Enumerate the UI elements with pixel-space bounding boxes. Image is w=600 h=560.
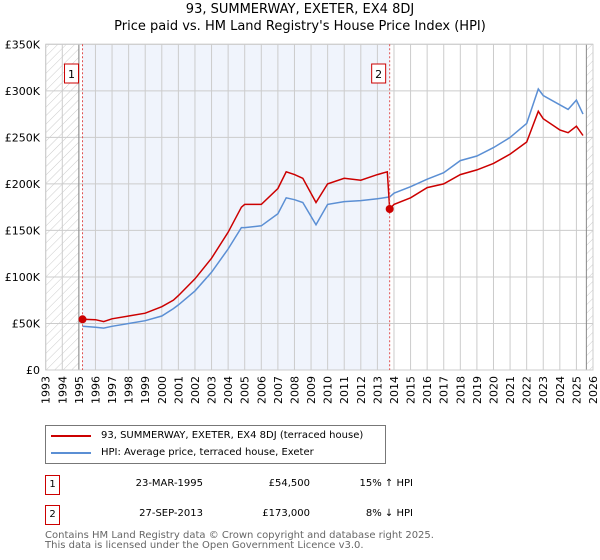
x-tick-label: 2011 <box>338 376 351 404</box>
x-tick-label: 1993 <box>40 376 53 404</box>
sale-date: 27-SEP-2013 <box>139 508 203 519</box>
x-tick-label: 2010 <box>322 376 335 404</box>
x-tick-label: 2019 <box>471 376 484 404</box>
x-tick-label: 2014 <box>388 376 401 404</box>
x-tick-label: 2026 <box>587 376 600 404</box>
x-tick-label: 2025 <box>570 376 583 404</box>
chart-title: 93, SUMMERWAY, EXETER, EX4 8DJ <box>185 2 415 17</box>
x-tick-label: 2017 <box>438 376 451 404</box>
plot-border <box>45 43 594 371</box>
legend-item-hpi: HPI: Average price, terraced house, Exet… <box>51 447 314 458</box>
y-tick-label: £350K <box>5 38 41 51</box>
footer-copyright: Contains HM Land Registry data © Crown c… <box>45 530 434 541</box>
legend-item-property: 93, SUMMERWAY, EXETER, EX4 8DJ (terraced… <box>51 430 363 441</box>
footer: Contains HM Land Registry data © Crown c… <box>45 531 434 551</box>
x-tick-label: 2008 <box>288 376 301 404</box>
footer-licence: This data is licensed under the Open Gov… <box>45 540 364 551</box>
y-tick-label: £250K <box>5 131 41 144</box>
x-tick-label: 2022 <box>521 376 534 404</box>
legend-label: HPI: Average price, terraced house, Exet… <box>101 447 314 458</box>
x-tick-label: 2001 <box>172 376 185 404</box>
x-tick-label: 1998 <box>123 376 136 404</box>
sale-label-box <box>371 63 387 84</box>
chart-subtitle: Price paid vs. HM Land Registry's House … <box>114 19 486 34</box>
sale-row: 1 23-MAR-1995 £54,500 15% ↑ HPI <box>45 475 413 495</box>
x-tick-label: 2009 <box>305 376 318 404</box>
property-price-line <box>82 109 584 323</box>
x-tick-label: 2004 <box>222 376 235 404</box>
x-tick-label: 2003 <box>206 376 219 404</box>
x-tick-label: 2006 <box>255 376 268 404</box>
x-tick-label: 2016 <box>421 376 434 404</box>
sale-label: 2 <box>375 68 382 81</box>
x-tick-label: 2012 <box>355 376 368 404</box>
sale-number-badge: 2 <box>45 505 60 525</box>
line-chart: 1993 1994 1995 1996 1997 1998 1999 2000 2001 2002… <box>5 38 600 404</box>
x-tick-label: 1999 <box>139 376 152 404</box>
sale-price: £173,000 <box>262 508 310 519</box>
hatch-after-data <box>586 44 593 371</box>
x-tick-label: 2002 <box>189 376 202 404</box>
sale-row: 2 27-SEP-2013 £173,000 8% ↓ HPI <box>45 505 413 525</box>
y-tick-label: £150K <box>5 224 41 237</box>
x-tick-label: 1995 <box>73 376 86 404</box>
x-tick-label: 2005 <box>239 376 252 404</box>
y-tick-label: £100K <box>5 271 41 284</box>
x-tick-label: 2024 <box>554 376 567 404</box>
x-tick-label: 2018 <box>454 376 467 404</box>
x-tick-label: 2000 <box>156 376 169 404</box>
x-tick-label: 2021 <box>504 376 517 404</box>
sale-price: £54,500 <box>268 478 310 489</box>
legend-swatch-red <box>51 434 91 437</box>
x-tick-label: 1996 <box>89 376 102 404</box>
x-tick-label: 2020 <box>487 376 500 404</box>
sale-hpi-diff: 8% ↓ HPI <box>365 508 413 519</box>
x-tick-label: 2023 <box>537 376 550 404</box>
chart-legend: 93, SUMMERWAY, EXETER, EX4 8DJ (terraced… <box>45 425 386 464</box>
legend-label: 93, SUMMERWAY, EXETER, EX4 8DJ (terraced… <box>101 430 364 441</box>
x-tick-label: 2007 <box>272 376 285 404</box>
y-tick-label: £200K <box>5 178 41 191</box>
sale-label-box <box>64 63 80 84</box>
legend-swatch-blue <box>51 451 91 454</box>
y-tick-label: £300K <box>5 85 41 98</box>
sale-number-badge: 1 <box>45 475 60 495</box>
sale-label: 1 <box>68 68 75 81</box>
sale-date: 23-MAR-1995 <box>135 478 203 489</box>
sale-hpi-diff: 15% ↑ HPI <box>359 478 413 489</box>
x-tick-label: 1997 <box>106 376 119 404</box>
x-tick-label: 1994 <box>56 376 69 404</box>
sale-point <box>78 315 87 324</box>
x-tick-label: 2015 <box>405 376 418 404</box>
x-tick-label: 2013 <box>371 376 384 404</box>
y-tick-label: £0 <box>26 364 40 377</box>
hpi-line <box>82 87 584 329</box>
sale-point <box>385 205 394 214</box>
y-tick-label: £50K <box>12 317 41 330</box>
